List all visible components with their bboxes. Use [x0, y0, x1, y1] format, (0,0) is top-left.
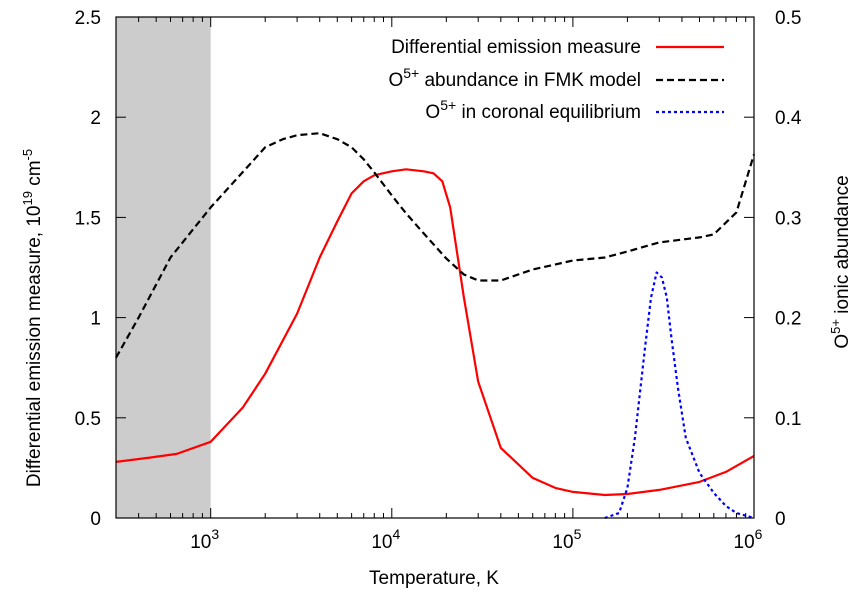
legend-label-sup: 5+ [440, 97, 456, 113]
x-tick-label: 106 [734, 526, 763, 553]
legend-label-pre: O [388, 70, 403, 91]
left-y-axis-title-unit-exp: -5 [20, 149, 35, 161]
right-y-tick-label: 0 [775, 509, 786, 530]
left-y-axis-title-main: Differential emission measure, 10 [24, 206, 45, 488]
legend-label-sup: 5+ [403, 65, 419, 81]
x-axis-title: Temperature, K [369, 568, 499, 589]
left-y-tick-label: 2.5 [75, 8, 101, 29]
left-y-axis-title-unit: cm [24, 160, 45, 191]
left-y-axis-title: Differential emission measure, 1019 cm-5 [20, 149, 45, 487]
x-tick-label-base: 10 [190, 532, 211, 553]
left-y-tick-label: 2 [90, 108, 101, 129]
right-y-tick-label: 0.1 [775, 409, 801, 430]
right-y-tick-label: 0.2 [775, 309, 801, 330]
coronal-equilibrium-series-line [604, 271, 755, 520]
right-y-axis-title-exp: 5+ [828, 319, 843, 334]
x-tick-label-base: 10 [552, 532, 573, 553]
right-y-tick-label: 0.3 [775, 208, 801, 229]
right-y-tick-label: 0.4 [775, 108, 802, 129]
x-tick-label-exp: 5 [574, 526, 582, 542]
dem-series-line [115, 168, 755, 497]
x-tick-label: 103 [190, 526, 219, 553]
shaded-region [116, 17, 211, 518]
x-tick-label-base: 10 [734, 532, 755, 553]
plot-frame [115, 16, 755, 519]
legend-label: Differential emission measure [391, 37, 641, 58]
x-tick-label-exp: 4 [392, 526, 400, 542]
series-layer [115, 132, 756, 520]
legend-label: O5+ in coronal equilibrium [425, 97, 641, 123]
shaded-region-layer [116, 17, 211, 518]
x-tick-label-base: 10 [371, 532, 392, 553]
legend-label-post: in coronal equilibrium [456, 102, 641, 123]
x-tick-label-exp: 6 [755, 526, 763, 542]
right-y-axis-title-rest: ionic abundance [832, 175, 853, 319]
x-tick-label: 105 [552, 526, 581, 553]
right-y-axis-title-main: O [832, 334, 853, 349]
left-y-tick-label: 0.5 [75, 409, 101, 430]
left-y-tick-label: 0 [90, 509, 101, 530]
legend-label-pre: O [425, 102, 440, 123]
x-tick-label: 104 [371, 526, 400, 553]
legend-label: O5+ abundance in FMK model [388, 65, 641, 91]
left-y-tick-label: 1.5 [75, 208, 101, 229]
right-y-tick-label: 0.5 [775, 8, 801, 29]
left-y-tick-label: 1 [90, 309, 101, 330]
fmk-abundance-series-line [115, 132, 756, 359]
left-y-axis-title-exp: 19 [20, 191, 35, 205]
legend-label-pre: Differential emission measure [391, 37, 641, 58]
right-y-axis-title: O5+ ionic abundance [828, 175, 853, 348]
x-tick-label-exp: 3 [211, 526, 219, 542]
legend-label-post: abundance in FMK model [419, 70, 641, 91]
